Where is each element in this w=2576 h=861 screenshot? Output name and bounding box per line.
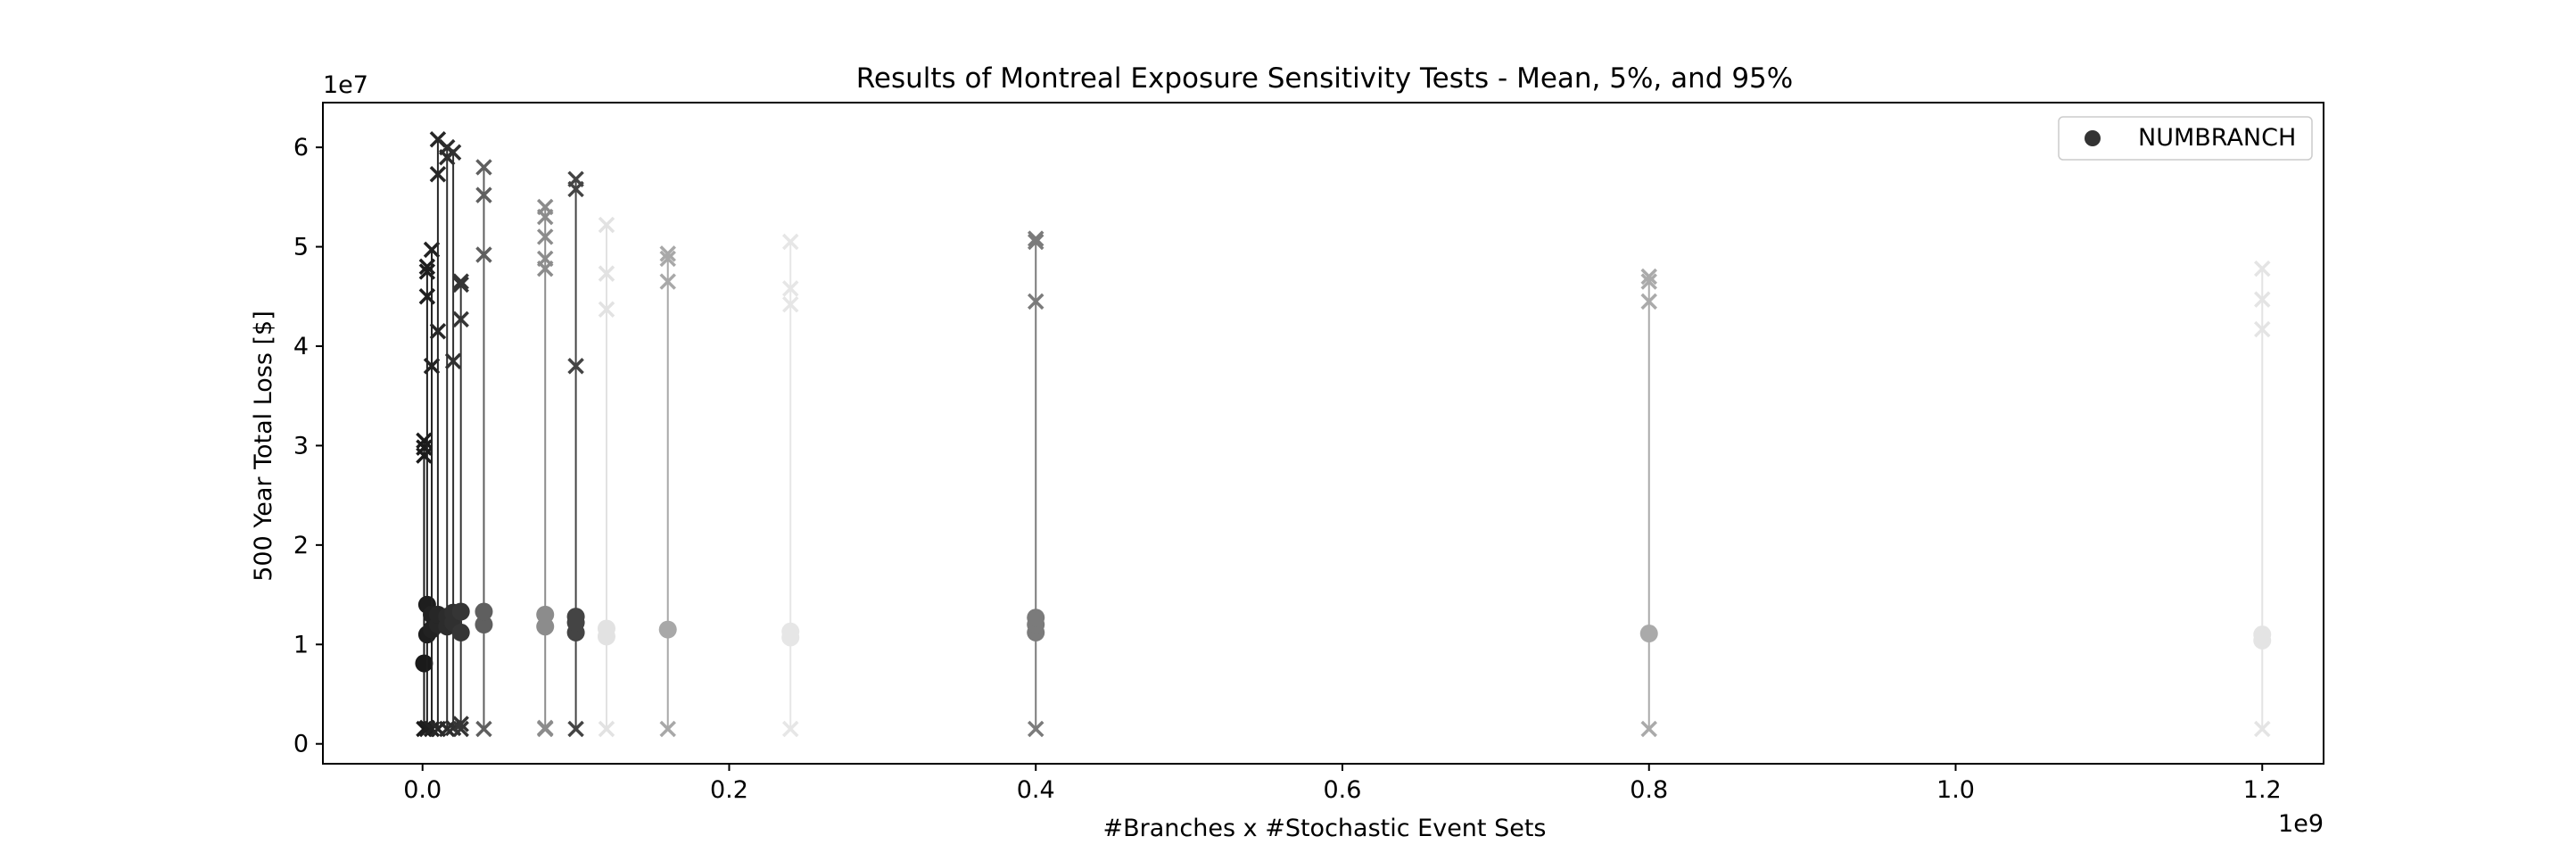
percentile-point [536, 198, 554, 216]
y-tick-label: 4 [293, 333, 309, 360]
percentile-point [429, 323, 447, 340]
legend-label-numbranch: NUMBRANCH [2138, 124, 2296, 152]
y-tick-label: 3 [293, 432, 309, 459]
percentile-point [475, 720, 492, 738]
legend-box [2058, 116, 2313, 161]
percentile-point [567, 720, 584, 738]
percentile-point [536, 250, 554, 268]
percentile-point [423, 358, 441, 375]
x-tick-label: 0.0 [403, 776, 442, 804]
x-tick-label: 0.8 [1630, 776, 1668, 804]
percentile-point [567, 358, 584, 375]
percentile-point [444, 144, 462, 161]
percentile-point [444, 352, 462, 369]
percentile-point [2254, 260, 2271, 277]
mean-point [475, 602, 493, 621]
percentile-point [781, 720, 799, 738]
mean-point [451, 623, 470, 642]
percentile-point [781, 280, 799, 297]
percentile-point [659, 250, 676, 268]
x-tick-label: 1.0 [1936, 776, 1975, 804]
mean-point [658, 620, 677, 639]
percentile-point [598, 265, 615, 282]
percentile-point [429, 165, 447, 183]
percentile-point [1027, 230, 1044, 247]
x-tick-label: 0.4 [1017, 776, 1055, 804]
axes-frame [322, 102, 2324, 765]
x-axis-label: #Branches x #Stochastic Event Sets [1103, 815, 1547, 842]
mean-point [415, 654, 433, 673]
percentile-point [423, 241, 441, 259]
percentile-point [475, 186, 492, 203]
percentile-point [659, 720, 676, 738]
mean-point [781, 622, 800, 641]
percentile-point [2254, 720, 2271, 738]
y-tick-label: 1 [293, 631, 309, 658]
percentile-point [2254, 291, 2271, 308]
mean-point [451, 602, 470, 621]
percentile-point [1027, 293, 1044, 310]
percentile-point [2254, 320, 2271, 338]
y-tick-label: 0 [293, 731, 309, 758]
legend: NUMBRANCH [2058, 116, 2313, 161]
percentile-point [452, 310, 469, 328]
percentile-point [659, 273, 676, 290]
percentile-point [423, 720, 441, 738]
percentile-point [475, 246, 492, 263]
chart-title: Results of Montreal Exposure Sensitivity… [856, 62, 1793, 95]
percentile-point [416, 432, 433, 450]
legend-marker-numbranch [2085, 130, 2101, 146]
mean-point [475, 616, 493, 633]
percentile-point [1027, 233, 1044, 251]
percentile-point [598, 301, 615, 319]
mean-point [1027, 608, 1045, 627]
x-tick-label: 1.2 [2243, 776, 2282, 804]
percentile-point [1640, 268, 1657, 286]
plot-area [415, 130, 2272, 738]
mean-point [566, 608, 585, 626]
y-offset-text: 1e7 [323, 71, 368, 99]
mean-point [2253, 625, 2272, 644]
axis-ticks: 0.0 0.2 0.4 0.6 0.8 1.0 1.2 0 1 2 3 4 5 6 [293, 134, 2282, 804]
x-tick-label: 0.6 [1324, 776, 1362, 804]
mean-point [536, 605, 555, 624]
percentile-point [781, 233, 799, 251]
percentile-point [452, 276, 469, 294]
percentile-point [1640, 720, 1657, 738]
x-offset-text: 1e9 [2278, 810, 2324, 838]
percentile-point [781, 295, 799, 313]
y-tick-label: 2 [293, 532, 309, 559]
x-tick-label: 0.2 [710, 776, 748, 804]
percentile-point [452, 720, 469, 738]
percentile-point [659, 245, 676, 262]
percentile-point [598, 216, 615, 234]
y-tick-label: 6 [293, 134, 309, 161]
mean-point [597, 619, 615, 638]
mean-point [1639, 625, 1658, 643]
y-tick-label: 5 [293, 234, 309, 261]
percentile-point [452, 273, 469, 290]
percentile-point [536, 719, 554, 737]
percentile-point [1640, 293, 1657, 310]
percentile-point [452, 716, 469, 733]
percentile-point [598, 720, 615, 738]
percentile-point [475, 159, 492, 176]
percentile-point [567, 170, 584, 188]
percentile-point [438, 720, 456, 738]
percentile-point [536, 228, 554, 245]
percentile-point [1027, 720, 1044, 738]
percentile-point [416, 439, 433, 456]
percentile-point [1640, 273, 1657, 290]
y-axis-label: 500 Year Total Loss [$] [250, 310, 277, 582]
